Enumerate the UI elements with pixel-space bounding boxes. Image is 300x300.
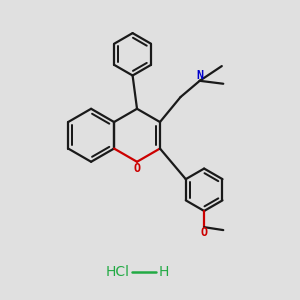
Text: O: O <box>134 162 141 175</box>
Text: H: H <box>159 265 169 279</box>
Text: N: N <box>197 69 204 82</box>
Text: HCl: HCl <box>105 265 129 279</box>
Text: O: O <box>201 226 208 239</box>
